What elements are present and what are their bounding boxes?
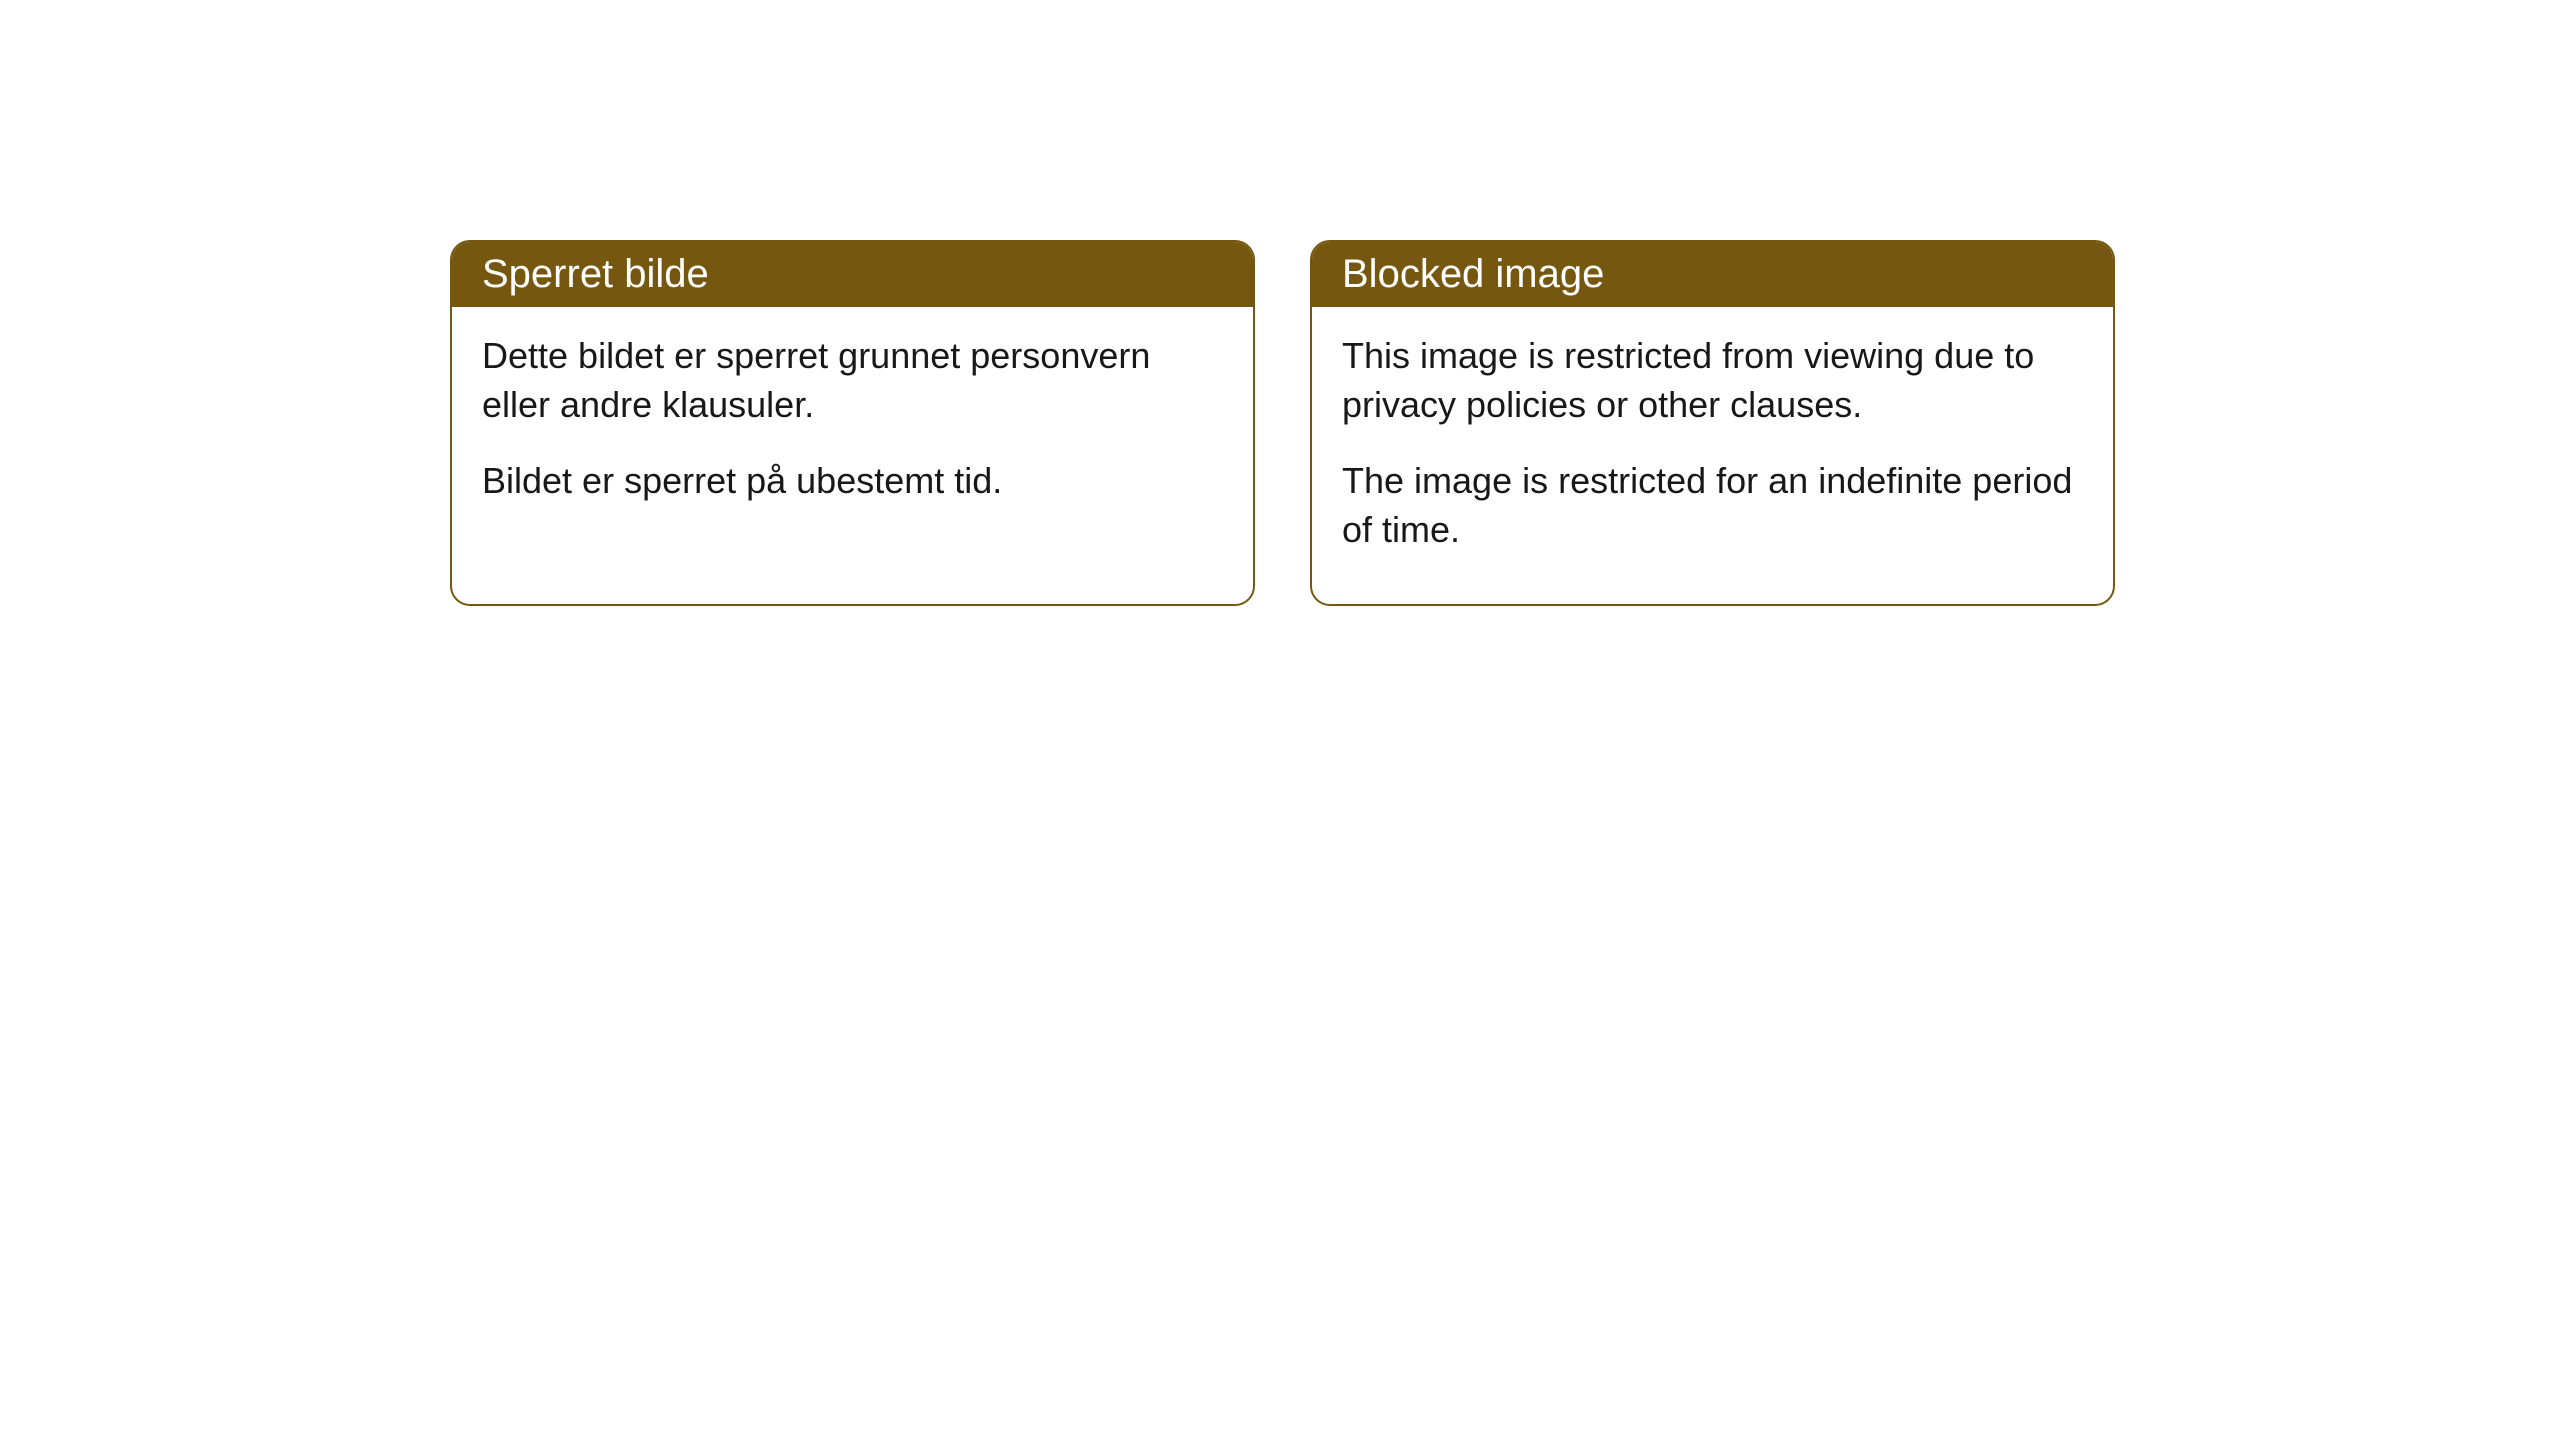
- card-paragraph-2: Bildet er sperret på ubestemt tid.: [482, 457, 1223, 506]
- card-title: Sperret bilde: [482, 252, 709, 296]
- notice-cards-container: Sperret bilde Dette bildet er sperret gr…: [450, 240, 2560, 606]
- card-header: Sperret bilde: [452, 242, 1253, 307]
- notice-card-norwegian: Sperret bilde Dette bildet er sperret gr…: [450, 240, 1255, 606]
- card-paragraph-1: This image is restricted from viewing du…: [1342, 332, 2083, 429]
- card-header: Blocked image: [1312, 242, 2113, 307]
- card-title: Blocked image: [1342, 252, 1604, 296]
- card-body: This image is restricted from viewing du…: [1312, 307, 2113, 604]
- notice-card-english: Blocked image This image is restricted f…: [1310, 240, 2115, 606]
- card-body: Dette bildet er sperret grunnet personve…: [452, 307, 1253, 556]
- card-paragraph-1: Dette bildet er sperret grunnet personve…: [482, 332, 1223, 429]
- card-paragraph-2: The image is restricted for an indefinit…: [1342, 457, 2083, 554]
